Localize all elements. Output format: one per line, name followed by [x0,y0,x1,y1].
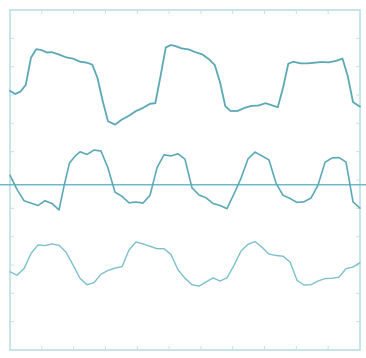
series-line-2 [9,149,361,211]
axis-ticks [10,10,360,350]
plot-frame [9,9,361,351]
series-traces [9,44,361,287]
series-line-3 [9,240,361,287]
series-line-1 [9,44,361,126]
